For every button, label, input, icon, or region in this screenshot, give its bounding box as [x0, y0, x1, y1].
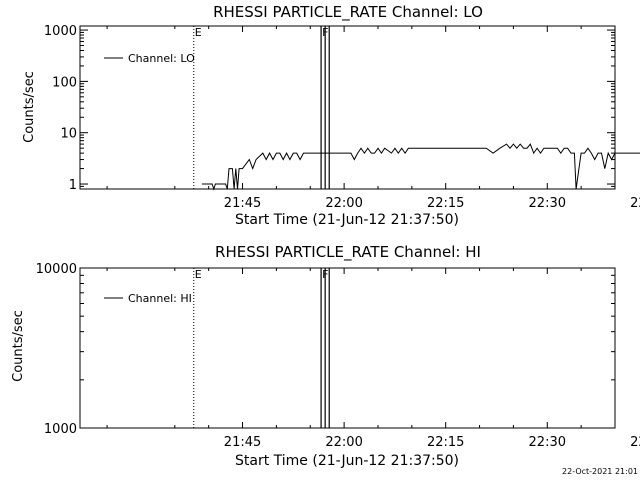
lo-x-tick-label: 22:00	[325, 196, 362, 211]
lo-x-tick-label: 22:45	[630, 196, 640, 211]
hi-channel-panel: RHESSI PARTICLE_RATE Channel: HI Counts/…	[11, 243, 640, 469]
lo-x-tick-label: 22:15	[427, 196, 464, 211]
hi-legend-label: Channel: HI	[128, 292, 192, 305]
lo-x-tick-label: 22:30	[529, 196, 566, 211]
hi-x-tick-label: 22:00	[325, 435, 362, 450]
hi-chart-title: RHESSI PARTICLE_RATE Channel: HI	[215, 243, 481, 262]
lo-channel-panel: RHESSI PARTICLE_RATE Channel: LO Counts/…	[22, 3, 640, 228]
generation-timestamp: 22-Oct-2021 21:01	[562, 467, 638, 476]
hi-y-axis-label: Counts/sec	[11, 310, 26, 382]
hi-x-tick-label: 21:45	[224, 435, 261, 450]
lo-y-axis-label: Counts/sec	[22, 71, 37, 143]
lo-series-line	[201, 143, 640, 191]
lo-event-marker-label: E	[195, 26, 202, 39]
lo-plot-frame	[79, 25, 616, 190]
hi-event-marker-label: E	[195, 268, 202, 281]
hi-x-axis-label: Start Time (21-Jun-12 21:37:50)	[235, 453, 459, 469]
hi-x-tick-label: 22:15	[427, 435, 464, 450]
hi-y-tick-label: 1000	[44, 422, 77, 437]
lo-x-axis-label: Start Time (21-Jun-12 21:37:50)	[235, 212, 459, 228]
hi-y-tick-label: 10000	[36, 262, 77, 277]
hi-x-tick-label: 22:45	[630, 435, 640, 450]
lo-y-tick-label: 100	[52, 75, 77, 90]
hi-plot-frame	[79, 267, 616, 429]
lo-y-tick-label: 1	[69, 178, 77, 193]
lo-chart-title: RHESSI PARTICLE_RATE Channel: LO	[213, 3, 483, 22]
lo-y-tick-label: 10	[60, 127, 77, 142]
lo-legend-label: Channel: LO	[128, 52, 195, 65]
lo-y-tick-label: 1000	[44, 24, 77, 39]
hi-x-tick-label: 22:30	[529, 435, 566, 450]
lo-x-tick-label: 21:45	[224, 196, 261, 211]
